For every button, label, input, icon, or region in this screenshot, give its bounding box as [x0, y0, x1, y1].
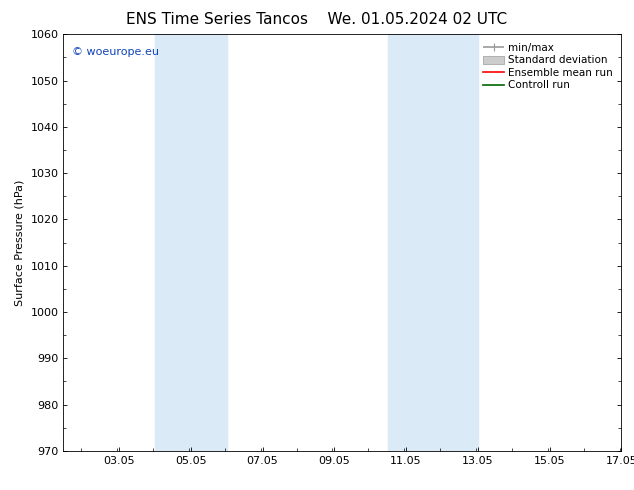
Bar [155, 34, 226, 451]
Text: © woeurope.eu: © woeurope.eu [72, 47, 158, 57]
Y-axis label: Surface Pressure (hPa): Surface Pressure (hPa) [15, 179, 25, 306]
Text: ENS Time Series Tancos    We. 01.05.2024 02 UTC: ENS Time Series Tancos We. 01.05.2024 02… [126, 12, 508, 27]
Bar [388, 34, 478, 451]
Legend: min/max, Standard deviation, Ensemble mean run, Controll run: min/max, Standard deviation, Ensemble me… [480, 40, 616, 94]
